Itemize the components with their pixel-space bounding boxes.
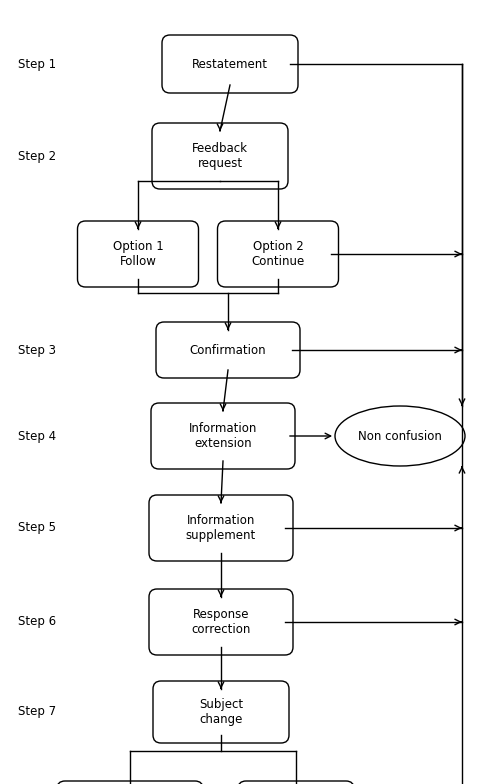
Text: Step 7: Step 7 [18, 706, 56, 718]
Text: Information
supplement: Information supplement [186, 514, 256, 542]
Text: Information
extension: Information extension [189, 422, 257, 450]
Text: Step 2: Step 2 [18, 150, 56, 162]
Text: Step 6: Step 6 [18, 615, 56, 629]
Ellipse shape [335, 406, 465, 466]
Text: Option 2
Continue: Option 2 Continue [251, 240, 305, 268]
FancyBboxPatch shape [151, 403, 295, 469]
FancyBboxPatch shape [149, 495, 293, 561]
Text: Step 3: Step 3 [18, 343, 56, 357]
Text: Step 1: Step 1 [18, 57, 56, 71]
FancyBboxPatch shape [156, 322, 300, 378]
Text: Restatement: Restatement [192, 57, 268, 71]
FancyBboxPatch shape [153, 681, 289, 743]
Text: Option 1
Follow: Option 1 Follow [113, 240, 163, 268]
FancyBboxPatch shape [162, 35, 298, 93]
Text: Non confusion: Non confusion [358, 430, 442, 442]
Text: Feedback
request: Feedback request [192, 142, 248, 170]
FancyBboxPatch shape [149, 589, 293, 655]
Text: Confirmation: Confirmation [190, 343, 266, 357]
Text: Response
correction: Response correction [191, 608, 251, 636]
Text: Step 4: Step 4 [18, 430, 56, 442]
Text: Step 5: Step 5 [18, 521, 56, 535]
FancyBboxPatch shape [238, 781, 354, 784]
FancyBboxPatch shape [217, 221, 338, 287]
FancyBboxPatch shape [78, 221, 198, 287]
FancyBboxPatch shape [57, 781, 203, 784]
FancyBboxPatch shape [152, 123, 288, 189]
Text: Subject
change: Subject change [199, 698, 243, 726]
